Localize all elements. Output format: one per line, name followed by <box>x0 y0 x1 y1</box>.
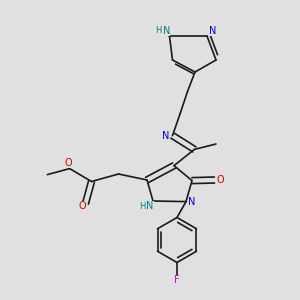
Text: N: N <box>188 196 195 207</box>
Text: O: O <box>78 201 86 212</box>
Text: O: O <box>64 158 72 168</box>
Text: N: N <box>146 201 154 212</box>
Text: N: N <box>162 130 169 141</box>
Text: O: O <box>216 175 224 185</box>
Text: N: N <box>163 26 170 36</box>
Text: H: H <box>155 26 162 35</box>
Text: H: H <box>140 202 146 211</box>
Text: N: N <box>209 26 216 36</box>
Text: F: F <box>174 275 180 285</box>
